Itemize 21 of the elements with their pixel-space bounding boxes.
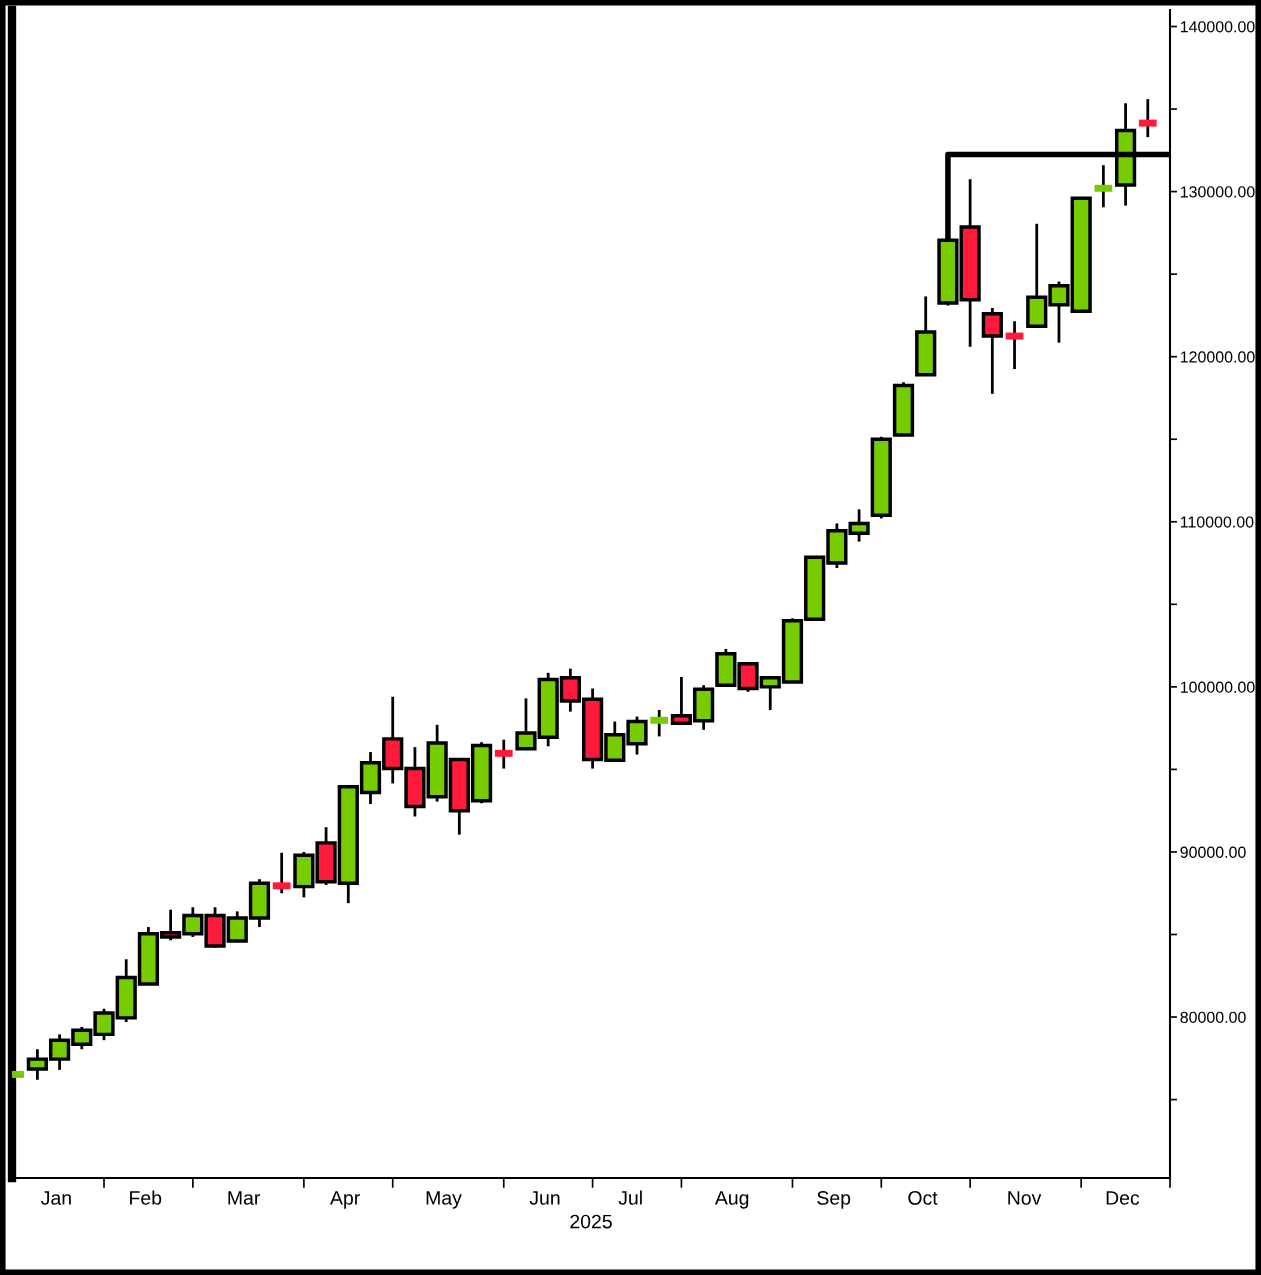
x-tick-label: Jun <box>529 1191 560 1205</box>
y-tick-label: 110000.00 <box>1180 516 1254 528</box>
x-tick-label: May <box>426 1191 462 1209</box>
x-tick-label: Jul <box>618 1190 642 1205</box>
y-tick-label: 80000.00 <box>1180 1011 1246 1023</box>
x-tick-label: Nov <box>1008 1191 1042 1205</box>
candlestick <box>981 306 1003 396</box>
y-tick-label: 120000.00 <box>1180 351 1255 363</box>
x-tick-label: Feb <box>130 1190 162 1205</box>
y-tick-label: 140000.00 <box>1180 21 1255 33</box>
x-axis-title: 2025 <box>570 1214 612 1229</box>
x-tick-label: Jan <box>41 1191 71 1205</box>
x-tick-label: Apr <box>330 1191 360 1209</box>
y-tick-label: 90000.00 <box>1180 846 1246 858</box>
x-tick-label: Sep <box>817 1191 851 1209</box>
x-tick-label: Mar <box>228 1191 261 1205</box>
y-tick-label: 130000.00 <box>1180 186 1255 198</box>
x-tick-label: Dec <box>1106 1191 1140 1205</box>
y-tick-label: 100000.00 <box>1180 681 1255 693</box>
x-tick-label: Aug <box>714 1191 749 1209</box>
x-tick-label: Oct <box>908 1191 938 1205</box>
